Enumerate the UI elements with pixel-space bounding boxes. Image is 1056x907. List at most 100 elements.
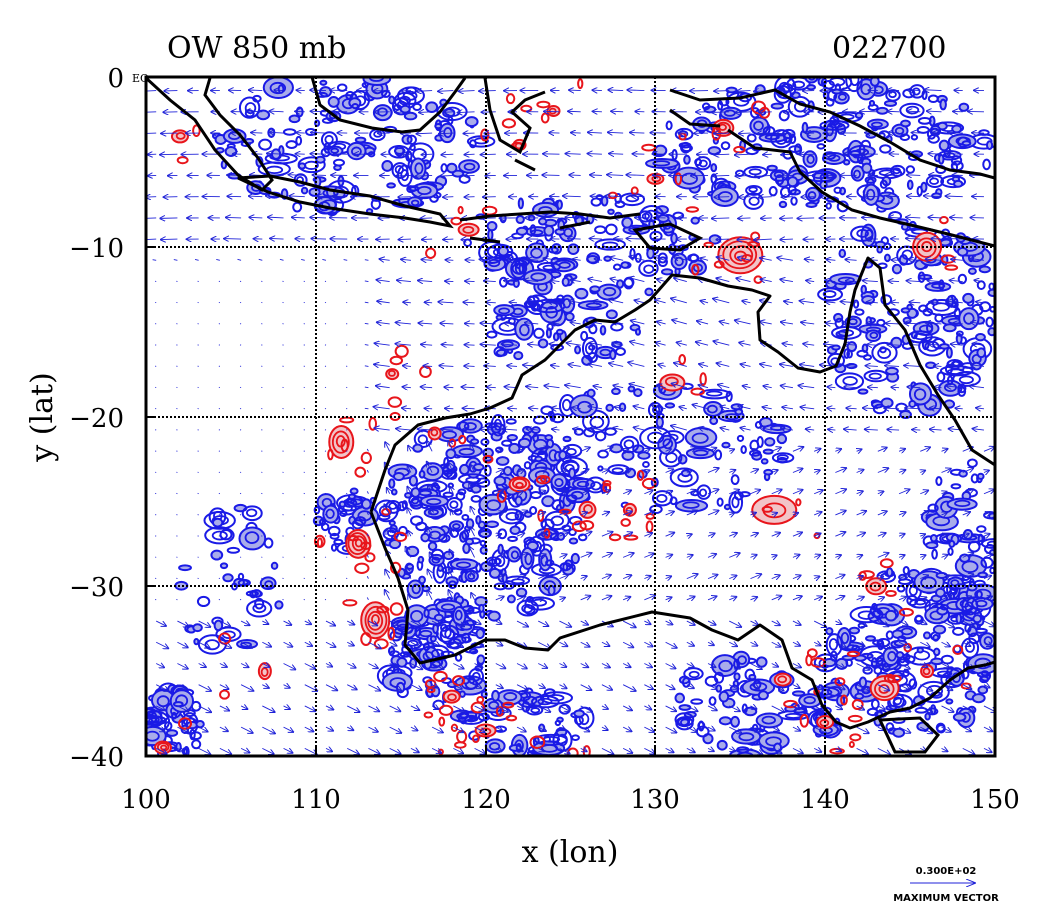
negative-ow-contour — [746, 133, 757, 143]
negative-ow-contour — [733, 672, 741, 681]
negative-ow-contour — [982, 158, 991, 171]
wind-vector — [761, 218, 772, 219]
x-tick-label: 110 — [291, 785, 341, 815]
negative-ow-contour — [514, 317, 535, 341]
negative-ow-contour — [952, 712, 967, 722]
negative-ow-contour — [646, 247, 655, 260]
wind-vector — [364, 386, 369, 389]
negative-ow-contour — [464, 116, 479, 128]
negative-ow-contour — [936, 371, 946, 383]
negative-ow-contour — [398, 525, 408, 537]
negative-ow-contour — [172, 701, 184, 708]
wind-vector — [249, 217, 263, 218]
negative-ow-contour — [300, 186, 309, 195]
negative-ow-contour — [388, 519, 396, 527]
negative-ow-contour — [853, 654, 867, 662]
negative-ow-contour — [880, 397, 894, 409]
negative-ow-contour — [790, 196, 798, 206]
plot-title: OW 850 mb — [167, 31, 346, 66]
negative-ow-contour — [947, 133, 977, 150]
negative-ow-contour — [497, 245, 510, 257]
negative-ow-contour — [776, 433, 788, 445]
negative-ow-contour — [408, 474, 419, 487]
negative-ow-contour — [508, 442, 521, 454]
max-vector-value: 0.300E+02 — [916, 866, 977, 877]
negative-ow-contour — [568, 515, 583, 526]
y-tick-label: −40 — [69, 743, 124, 773]
negative-ow-contour — [561, 276, 570, 287]
negative-ow-contour — [854, 692, 865, 700]
negative-ow-contour — [896, 585, 906, 593]
negative-ow-contour — [865, 329, 882, 343]
negative-ow-contour — [475, 562, 482, 573]
negative-ow-contour — [885, 722, 895, 732]
negative-ow-contour — [908, 400, 917, 408]
negative-ow-contour — [933, 647, 941, 657]
wind-vector — [510, 302, 518, 303]
wind-vector — [714, 91, 730, 92]
negative-ow-contour — [555, 328, 564, 336]
negative-ow-contour — [485, 520, 500, 529]
negative-ow-contour — [760, 458, 769, 465]
negative-ow-contour — [327, 95, 340, 108]
negative-ow-contour — [605, 403, 614, 412]
negative-ow-contour — [392, 471, 405, 482]
negative-ow-contour — [730, 715, 740, 728]
negative-ow-contour — [845, 77, 863, 93]
negative-ow-contour — [611, 387, 621, 396]
negative-ow-contour — [680, 469, 691, 478]
negative-ow-contour — [574, 287, 589, 300]
negative-ow-contour — [404, 491, 413, 499]
negative-ow-contour — [938, 139, 950, 152]
negative-ow-contour — [627, 385, 636, 393]
negative-ow-contour — [487, 610, 501, 622]
wind-vector — [934, 366, 942, 367]
negative-ow-contour — [487, 228, 494, 241]
negative-ow-contour — [927, 94, 939, 103]
negative-ow-contour — [418, 575, 426, 585]
negative-ow-contour — [476, 477, 491, 488]
positive-ow-contour — [751, 494, 798, 525]
negative-ow-contour — [979, 675, 990, 684]
negative-ow-contour — [971, 693, 986, 704]
x-axis-label: x (lon) — [522, 835, 619, 870]
negative-ow-contour — [871, 602, 878, 611]
negative-ow-contour — [545, 559, 555, 567]
negative-ow-contour — [879, 144, 892, 154]
negative-ow-contour — [663, 224, 675, 237]
negative-ow-contour — [522, 425, 533, 435]
negative-ow-contour — [403, 111, 418, 121]
negative-ow-contour — [569, 394, 598, 419]
negative-ow-contour — [458, 690, 466, 698]
negative-ow-contour — [523, 511, 533, 518]
negative-ow-contour — [768, 186, 778, 197]
negative-ow-contour — [978, 265, 991, 274]
negative-ow-contour — [958, 307, 980, 331]
positive-ow-contour — [475, 758, 482, 769]
negative-ow-contour — [657, 256, 668, 268]
negative-ow-contour — [942, 323, 957, 333]
negative-ow-contour — [862, 183, 880, 206]
negative-ow-contour — [546, 438, 555, 449]
negative-ow-contour — [523, 604, 536, 615]
negative-ow-contour — [829, 650, 838, 662]
negative-ow-contour — [860, 284, 867, 295]
negative-ow-contour — [931, 192, 942, 199]
negative-ow-contour — [425, 101, 439, 113]
negative-ow-contour — [372, 104, 393, 122]
negative-ow-contour — [863, 369, 889, 383]
negative-ow-contour — [406, 579, 424, 599]
negative-ow-contour — [567, 243, 580, 255]
wind-vector — [739, 133, 751, 134]
wind-vector — [443, 239, 454, 240]
negative-ow-contour — [616, 279, 625, 289]
negative-ow-contour — [876, 106, 889, 115]
negative-ow-contour — [574, 345, 582, 355]
negative-ow-contour — [986, 140, 994, 151]
wind-vector — [611, 111, 624, 112]
wind-vector — [947, 154, 963, 155]
positive-ow-contour — [170, 129, 189, 144]
negative-ow-contour — [399, 104, 411, 114]
wind-vector — [421, 218, 433, 219]
negative-ow-contour — [961, 140, 972, 147]
